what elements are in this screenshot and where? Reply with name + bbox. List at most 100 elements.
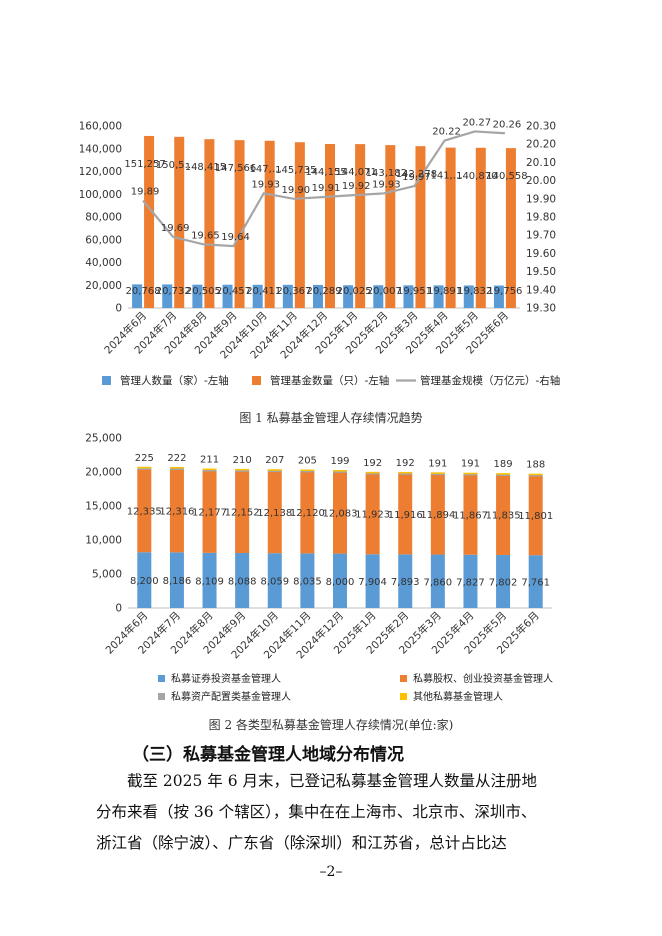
- bar-segment-1: [300, 553, 315, 608]
- bar-manager-count: [222, 284, 233, 308]
- label-fund-scale: 20.26: [493, 119, 522, 130]
- legend-swatch: [158, 675, 165, 682]
- bar-segment-1: [365, 554, 380, 608]
- label-fund-scale: 19.64: [221, 232, 250, 243]
- bar-segment-4: [430, 472, 445, 474]
- y-left-tick-label: 60,000: [85, 234, 122, 246]
- label-fund-count: 143,182: [366, 168, 407, 179]
- bar-manager-count: [162, 284, 173, 308]
- label-manager-count: 20,367: [276, 286, 311, 297]
- bar-segment-2: [333, 471, 347, 554]
- bar-segment-3: [398, 473, 413, 475]
- label-securities-managers: 8,088: [228, 577, 257, 588]
- legend-label: 私募股权、创业投资基金管理人: [413, 672, 553, 685]
- label-securities-managers: 8,059: [260, 577, 289, 588]
- label-other-managers: 199: [330, 456, 349, 467]
- bar-segment-2: [300, 470, 315, 554]
- bar-segment-1: [169, 552, 184, 608]
- label-other-managers: 205: [298, 456, 317, 467]
- label-fund-count: 141,…: [430, 171, 462, 182]
- bar-fund-count: [294, 142, 305, 308]
- label-manager-count: 20,289: [307, 286, 342, 297]
- y-right-tick-label: 19.70: [526, 230, 556, 242]
- label-securities-managers: 7,761: [521, 578, 550, 589]
- label-securities-managers: 8,000: [326, 577, 355, 588]
- bar-segment-4: [137, 466, 152, 469]
- label-securities-managers: 8,186: [163, 576, 192, 587]
- label-other-managers: 189: [494, 459, 513, 470]
- bar-segment-2: [398, 473, 413, 555]
- label-other-managers: 191: [428, 458, 447, 469]
- bar-segment-1: [333, 553, 347, 608]
- bar-fund-count: [355, 144, 366, 308]
- label-manager-count: 20,411: [246, 286, 281, 297]
- label-securities-managers: 8,035: [293, 577, 322, 588]
- body-paragraph: 截至 2025 年 6 月末，已登记私募基金管理人数量从注册地 分布来看（按 3…: [96, 766, 572, 859]
- chart-manager-types: 05,00010,00015,00020,00025,0002024年6月202…: [85, 433, 553, 704]
- figure-1-caption: 图 1 私募基金管理人存续情况趋势: [239, 411, 423, 425]
- label-equity-managers: 12,177: [192, 507, 227, 518]
- label-other-managers: 188: [526, 460, 545, 471]
- label-manager-count: 19,951: [397, 286, 432, 297]
- label-manager-count: 20,025: [337, 286, 372, 297]
- bar-manager-count: [373, 285, 384, 308]
- bar-fund-count: [204, 139, 215, 308]
- label-securities-managers: 7,860: [424, 577, 453, 588]
- label-equity-managers: 12,083: [323, 509, 358, 520]
- label-fund-count: 147,566: [215, 163, 256, 174]
- bar-segment-3: [365, 473, 380, 475]
- label-other-managers: 192: [396, 458, 415, 469]
- legend-label: 管理基金规模（万亿元）-右轴: [420, 374, 560, 387]
- label-fund-count: 145,735: [275, 165, 316, 176]
- bar-segment-1: [235, 553, 250, 608]
- bar-segment-1: [202, 552, 217, 608]
- bar-segment-2: [528, 474, 543, 556]
- bar-segment-2: [235, 470, 250, 554]
- label-fund-scale: 20.27: [462, 117, 491, 128]
- bar-manager-count: [252, 284, 263, 308]
- legend-label: 私募证券投资基金管理人: [171, 672, 281, 685]
- label-manager-count: 19,756: [487, 286, 522, 297]
- label-fund-scale: 19.92: [342, 181, 371, 192]
- line-fund-scale: [142, 130, 505, 248]
- label-manager-count: 20,732: [156, 286, 191, 297]
- label-fund-count: 148,415: [185, 162, 226, 173]
- bar-fund-count: [325, 144, 335, 308]
- bar-fund-count: [144, 135, 155, 308]
- y-right-tick-label: 20.00: [526, 175, 556, 187]
- bar-fund-count: [264, 140, 275, 308]
- bar-manager-count: [433, 285, 444, 308]
- y-tick-label: 15,000: [85, 501, 122, 513]
- bar-segment-2: [202, 470, 217, 553]
- label-fund-scale: 19.93: [251, 179, 280, 190]
- bar-segment-1: [398, 554, 413, 608]
- label-fund-count: 150,5…: [156, 160, 195, 171]
- bar-segment-1: [463, 554, 478, 608]
- paragraph-line-2: 分布来看（按 36 个辖区），集中在在上海市、北京市、深圳市、: [96, 803, 537, 821]
- label-securities-managers: 7,827: [456, 577, 485, 588]
- y-left-tick-label: 20,000: [85, 280, 122, 292]
- label-securities-managers: 8,109: [195, 576, 224, 587]
- label-fund-count: 142,278: [396, 169, 437, 180]
- bar-segment-3: [169, 468, 184, 471]
- bar-segment-3: [300, 470, 315, 473]
- bar-segment-3: [430, 473, 445, 476]
- bar-manager-count: [132, 284, 143, 308]
- label-equity-managers: 11,916: [388, 510, 423, 521]
- bar-segment-2: [137, 468, 152, 553]
- y-right-tick-label: 19.40: [526, 284, 556, 296]
- figure-2-caption: 图 2 各类型私募基金管理人存续情况(单位:家): [208, 718, 454, 732]
- label-equity-managers: 12,316: [159, 506, 194, 517]
- bar-segment-1: [496, 554, 511, 608]
- bar-segment-3: [137, 468, 152, 470]
- bar-segment-3: [333, 471, 347, 473]
- y-right-tick-label: 19.60: [526, 248, 556, 260]
- label-equity-managers: 12,138: [257, 508, 292, 519]
- label-manager-count: 20,457: [216, 286, 251, 297]
- label-fund-count: 147,…: [250, 164, 282, 175]
- bar-segment-4: [463, 472, 478, 475]
- label-fund-scale: 19.90: [282, 185, 311, 196]
- label-manager-count: 20,505: [186, 286, 221, 297]
- bar-segment-3: [528, 474, 543, 477]
- label-other-managers: 210: [233, 455, 252, 466]
